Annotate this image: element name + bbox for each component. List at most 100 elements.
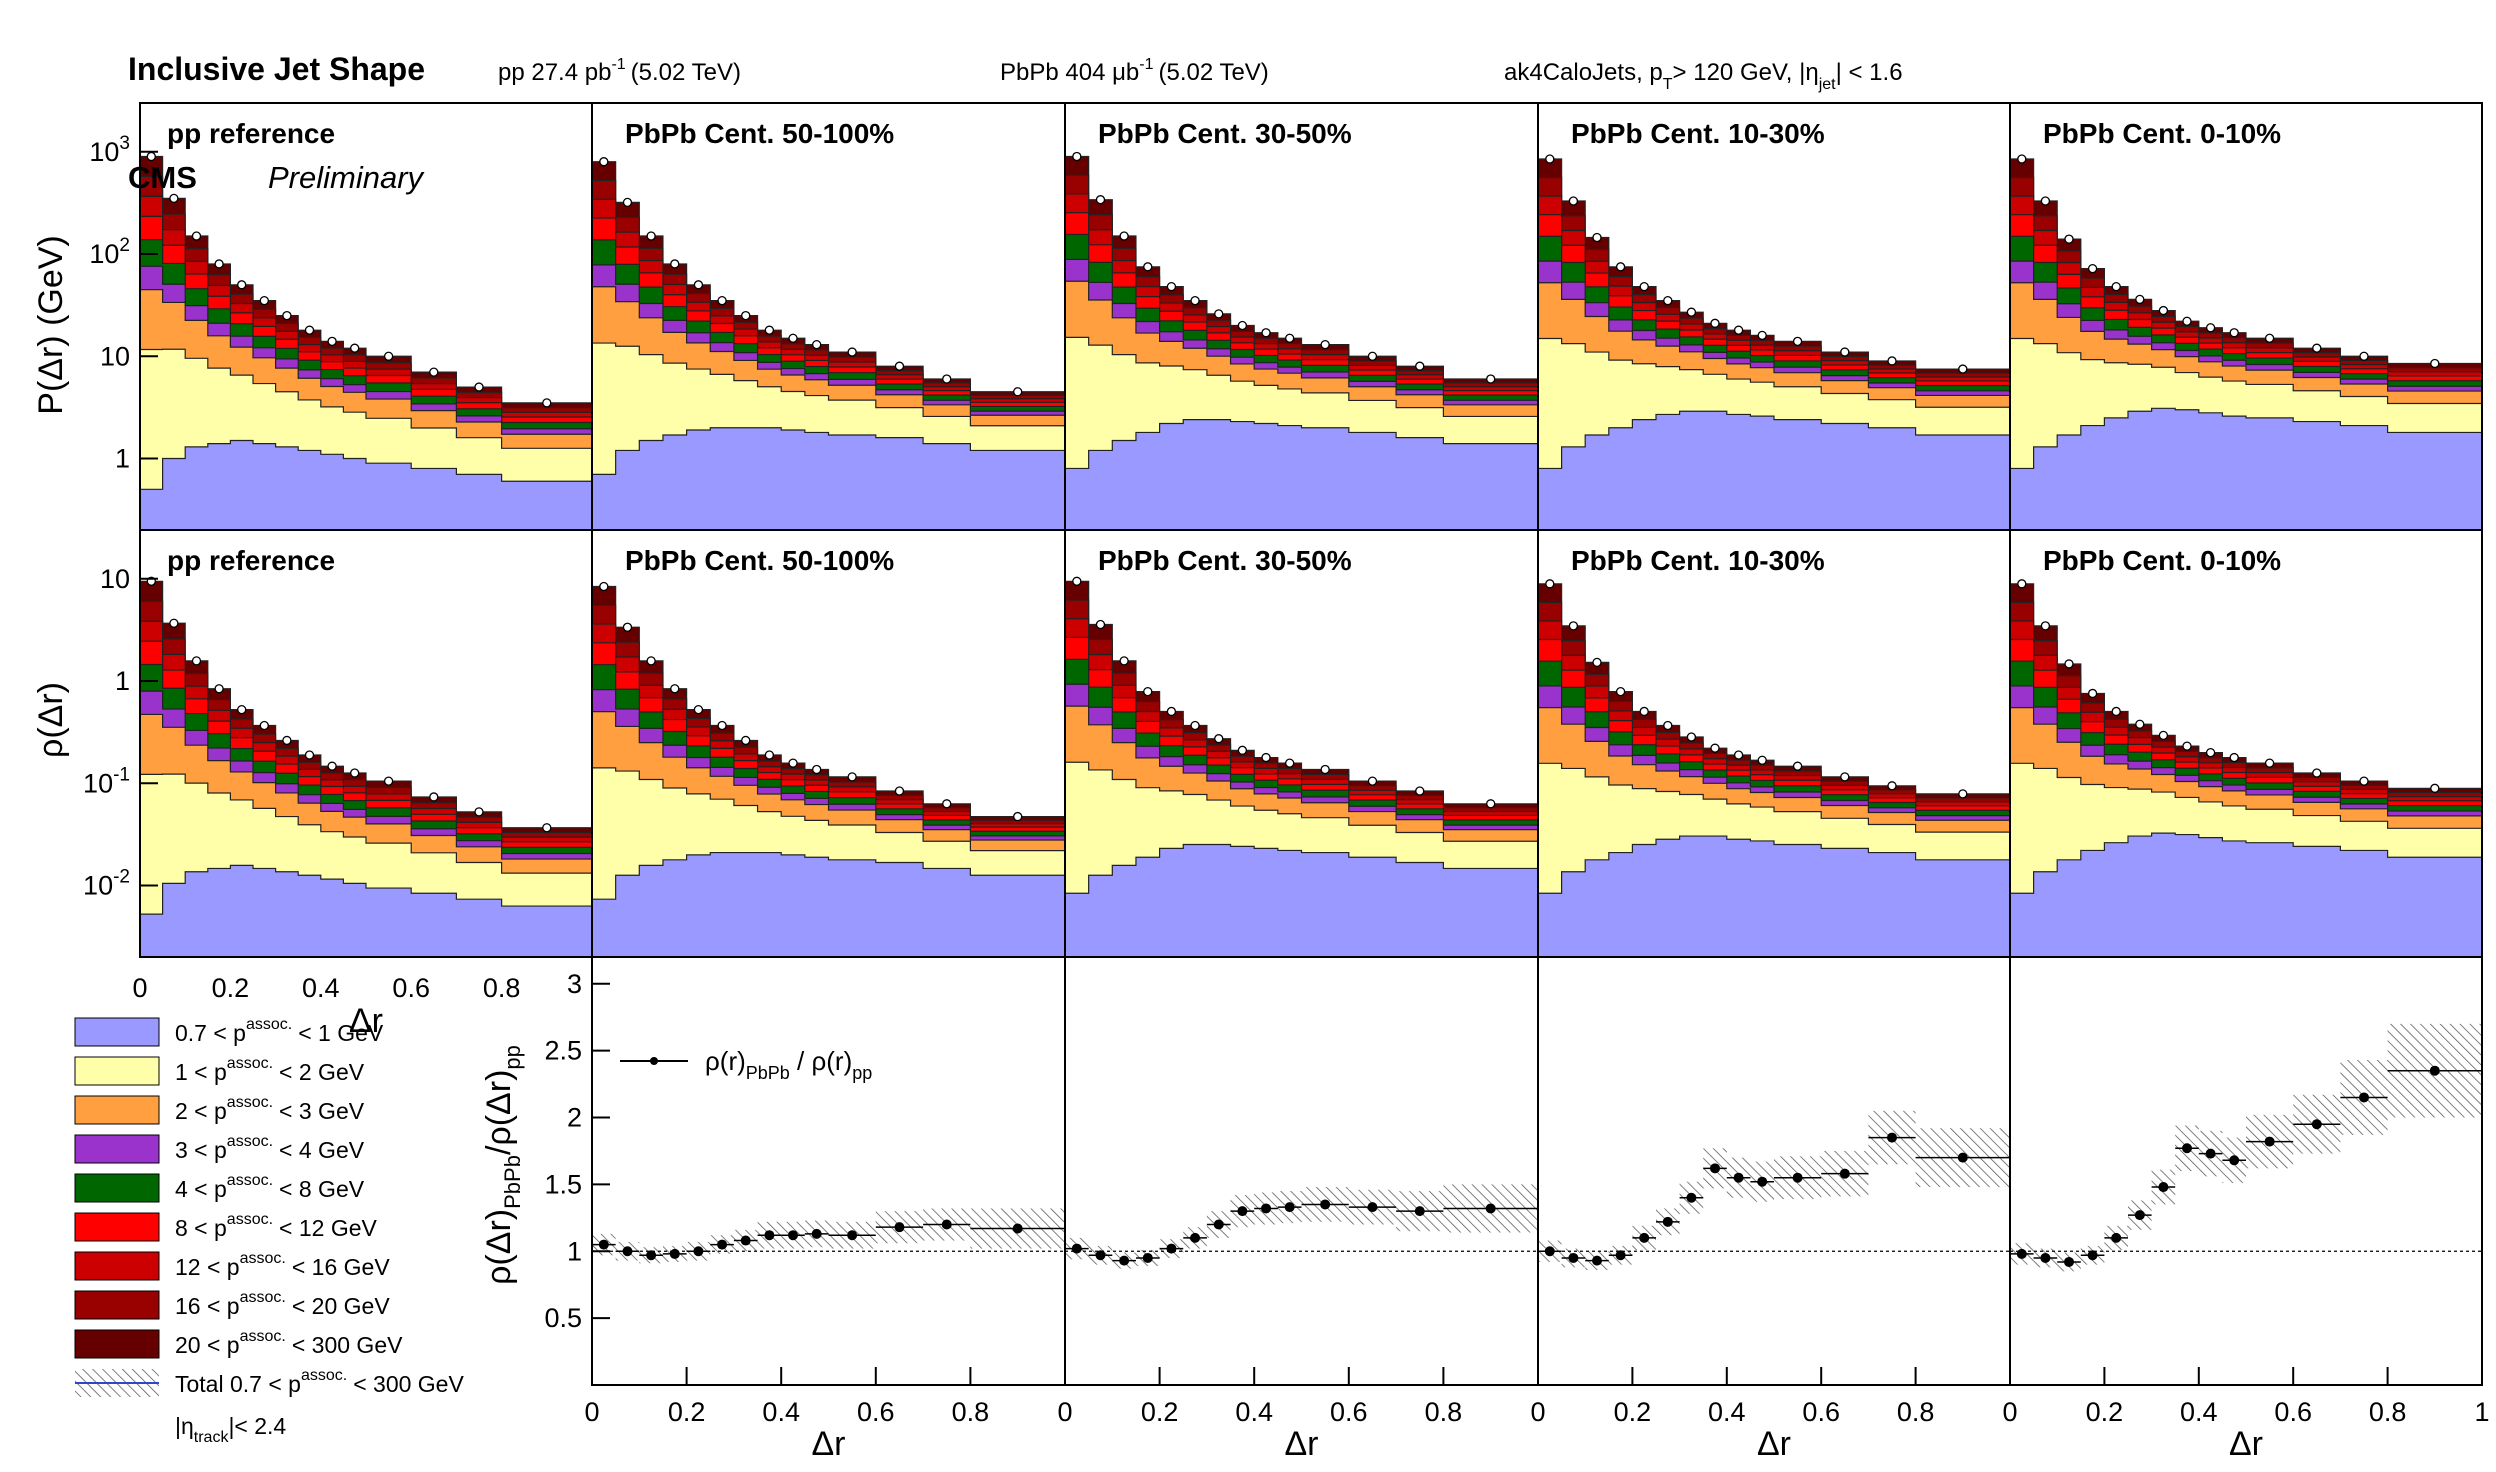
xlabel-ratio-1: Δr: [811, 1425, 845, 1463]
total-point-mid-1-10: [847, 772, 857, 782]
total-point-mid-2-11: [1367, 776, 1378, 786]
legend-entry-1: 1 < passoc. < 2 GeV: [74, 1055, 365, 1086]
panel-mid-1: PbPb Cent. 50-100%: [591, 529, 1066, 958]
total-point-top-2-2: [1119, 231, 1129, 241]
xtick-label-ratio-3-3: 0.6: [1802, 1397, 1840, 1427]
total-point-top-3-12: [1887, 356, 1897, 366]
ytick-label-top-2: 102: [89, 235, 130, 269]
total-point-top-3-8: [1733, 325, 1744, 335]
total-point-top-0-1: [169, 193, 179, 204]
ratio-point-1-2: [646, 1250, 657, 1261]
total-point-mid-1-9: [812, 764, 822, 775]
legend-entry-5: 8 < passoc. < 12 GeV: [74, 1211, 378, 1242]
total-point-top-2-12: [1415, 361, 1425, 371]
total-point-mid-4-6: [2158, 730, 2169, 741]
total-point-mid-3-8: [1733, 750, 1744, 760]
ytick-label-top-3: 103: [89, 133, 130, 167]
total-point-top-4-12: [2359, 351, 2369, 361]
total-point-mid-2-3: [1143, 686, 1153, 697]
total-point-mid-4-10: [2264, 758, 2275, 768]
total-point-mid-1-6: [741, 735, 751, 746]
panel-top-3: PbPb Cent. 10-30%: [1537, 102, 2011, 531]
xtick-label-ratio-2-2: 0.4: [1235, 1397, 1273, 1427]
panel-top-4: PbPb Cent. 0-10%: [2009, 102, 2483, 531]
legend-entry-0: 0.7 < passoc. < 1 GeV: [74, 1016, 384, 1047]
total-point-top-3-5: [1663, 296, 1673, 306]
ratio-frame-1: [591, 956, 1066, 1386]
total-point-mid-3-1: [1568, 621, 1579, 631]
ytick-label-ratio-2: 1.5: [544, 1169, 582, 1199]
total-point-top-4-9: [2229, 328, 2239, 338]
ratio-legend: ρ(r)PbPb / ρ(r)pp: [620, 1046, 872, 1083]
ratio-point-4-7: [2182, 1143, 2192, 1154]
total-point-top-1-2: [646, 231, 656, 241]
ratio-point-3-7: [1710, 1163, 1720, 1174]
total-point-mid-1-4: [693, 704, 704, 715]
legend-swatch-7: [74, 1290, 160, 1320]
ratio-panels: 0 0.2 0.4 0.6 0.8 Δr 0.5 1 1.5 2 2.5 3 0 0.2 0.4 0.6 0.8…: [544, 956, 2490, 1463]
ratio-point-4-3: [2087, 1250, 2098, 1261]
middle-row-panels: pp reference 10-2 10-1 1 10 PbPb Cent. 50-100…: [83, 529, 2483, 1040]
panel-mid-4: PbPb Cent. 0-10%: [2009, 529, 2483, 958]
total-point-mid-1-11: [894, 786, 905, 796]
ratio-point-4-9: [2229, 1155, 2240, 1166]
ratio-panel-2: 0 0.2 0.4 0.6 0.8 Δr: [1057, 956, 1539, 1463]
total-point-top-3-9: [1757, 330, 1767, 341]
ratio-point-1-11: [894, 1222, 905, 1233]
xtick-label-ratio-4-1: 0.2: [2086, 1397, 2124, 1427]
legend-swatch-1: [74, 1056, 160, 1086]
pp-lumi-exponent: -1: [611, 56, 625, 73]
total-point-top-1-5: [717, 296, 727, 306]
total-point-top-4-13: [2430, 358, 2440, 369]
total-point-mid-4-13: [2430, 783, 2440, 793]
total-point-mid-0-10: [383, 776, 394, 786]
jet-selection-label: ak4CaloJets, pT> 120 GeV, |ηjet| < 1.6: [1504, 59, 1903, 93]
ratio-point-1-7: [764, 1230, 775, 1241]
total-point-mid-2-1: [1095, 619, 1106, 630]
total-point-top-2-0: [1072, 151, 1082, 162]
ratio-legend-label: ρ(r)PbPb / ρ(r)pp: [705, 1046, 872, 1083]
total-point-mid-1-13: [1013, 811, 1023, 822]
total-point-mid-0-11: [429, 792, 439, 802]
ytick-label-mid-0: 10-2: [83, 867, 130, 901]
xtick-label-ratio-1-2: 0.4: [762, 1397, 800, 1427]
total-point-top-3-2: [1592, 232, 1602, 243]
legend-label-3: 3 < passoc. < 4 GeV: [175, 1133, 365, 1163]
total-point-mid-0-1: [169, 618, 179, 628]
panel-top-0: pp reference 1 10 102 103: [89, 102, 593, 531]
panel-label-top-2: PbPb Cent. 30-50%: [1098, 118, 1352, 149]
panel-label-top-0: pp reference: [167, 118, 335, 149]
legend-label-1: 1 < passoc. < 2 GeV: [175, 1055, 365, 1085]
total-point-top-1-10: [847, 347, 857, 357]
ratio-point-3-13: [1957, 1152, 1968, 1163]
ytick-label-mid-3: 10: [100, 564, 130, 594]
ratio-point-4-8: [2205, 1148, 2216, 1159]
total-point-top-3-13: [1958, 364, 1968, 374]
total-point-top-0-7: [304, 325, 315, 335]
ytick-label-mid-1: 10-1: [83, 764, 130, 798]
total-point-top-3-0: [1545, 154, 1555, 164]
total-point-top-2-3: [1143, 262, 1153, 272]
total-point-top-1-9: [812, 339, 822, 350]
ratio-point-1-8: [788, 1230, 799, 1241]
panel-label-mid-1: PbPb Cent. 50-100%: [625, 545, 894, 576]
total-point-top-1-12: [942, 374, 952, 384]
total-point-top-4-1: [2040, 196, 2051, 206]
total-point-mid-0-3: [214, 684, 224, 694]
total-point-top-1-4: [693, 280, 704, 290]
panel-label-top-3: PbPb Cent. 10-30%: [1571, 118, 1825, 149]
xlabel-ratio-4: Δr: [2229, 1425, 2263, 1463]
total-point-top-1-0: [599, 157, 609, 167]
ratio-point-2-10: [1320, 1199, 1331, 1210]
total-point-mid-2-4: [1166, 706, 1177, 717]
stack-layer-mid-1-0: [591, 851, 1066, 958]
ratio-point-3-9: [1757, 1176, 1768, 1187]
legend-label-5: 8 < passoc. < 12 GeV: [175, 1211, 378, 1241]
total-point-mid-4-3: [2087, 688, 2098, 699]
total-point-top-0-9: [350, 343, 360, 353]
ratio-point-3-0: [1544, 1246, 1555, 1257]
total-point-mid-2-10: [1320, 764, 1330, 775]
ytick-label-ratio-4: 2.5: [544, 1036, 582, 1066]
ratio-point-2-13: [1485, 1203, 1496, 1214]
